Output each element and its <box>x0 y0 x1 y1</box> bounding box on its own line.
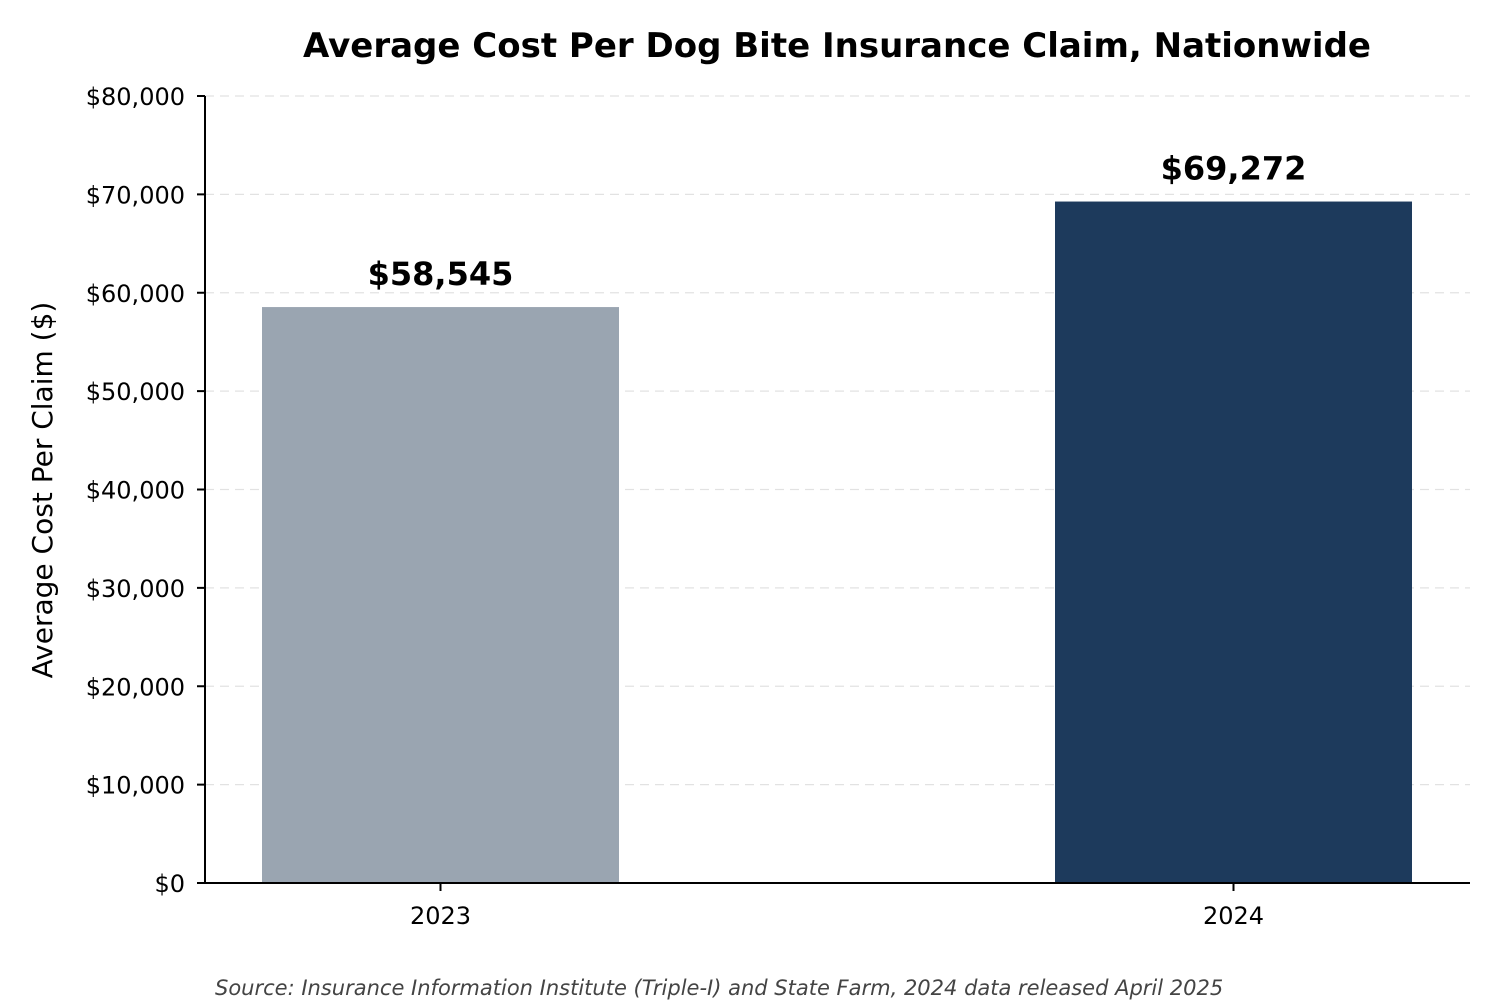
bar-2023 <box>262 307 619 883</box>
y-tick-label: $60,000 <box>86 280 185 308</box>
data-label: $69,272 <box>1161 150 1307 188</box>
y-tick-label: $50,000 <box>86 378 185 406</box>
x-axis-ticks: 2023 2024 <box>410 883 1264 930</box>
y-tick-label: $10,000 <box>86 772 185 800</box>
y-axis-label: Average Cost Per Claim ($) <box>26 302 59 679</box>
chart-title: Average Cost Per Dog Bite Insurance Clai… <box>303 26 1371 66</box>
y-axis-ticks: $0 $10,000 $20,000 $30,000 $40,000 $50,000 $60… <box>86 83 205 898</box>
y-tick-label: $20,000 <box>86 673 185 701</box>
y-tick-label: $0 <box>154 870 185 898</box>
y-tick-label: $80,000 <box>86 83 185 111</box>
source-note: Source: Insurance Information Institute … <box>215 976 1223 1000</box>
bars <box>262 201 1412 884</box>
y-tick-label: $70,000 <box>86 181 185 209</box>
x-tick-label: 2024 <box>1203 902 1264 930</box>
y-tick-label: $30,000 <box>86 575 185 603</box>
x-tick-label: 2023 <box>410 902 471 930</box>
data-label: $58,545 <box>368 255 514 293</box>
data-labels: $58,545 $69,272 <box>368 150 1307 294</box>
bar-2024 <box>1055 201 1412 884</box>
y-tick-label: $40,000 <box>86 477 185 505</box>
